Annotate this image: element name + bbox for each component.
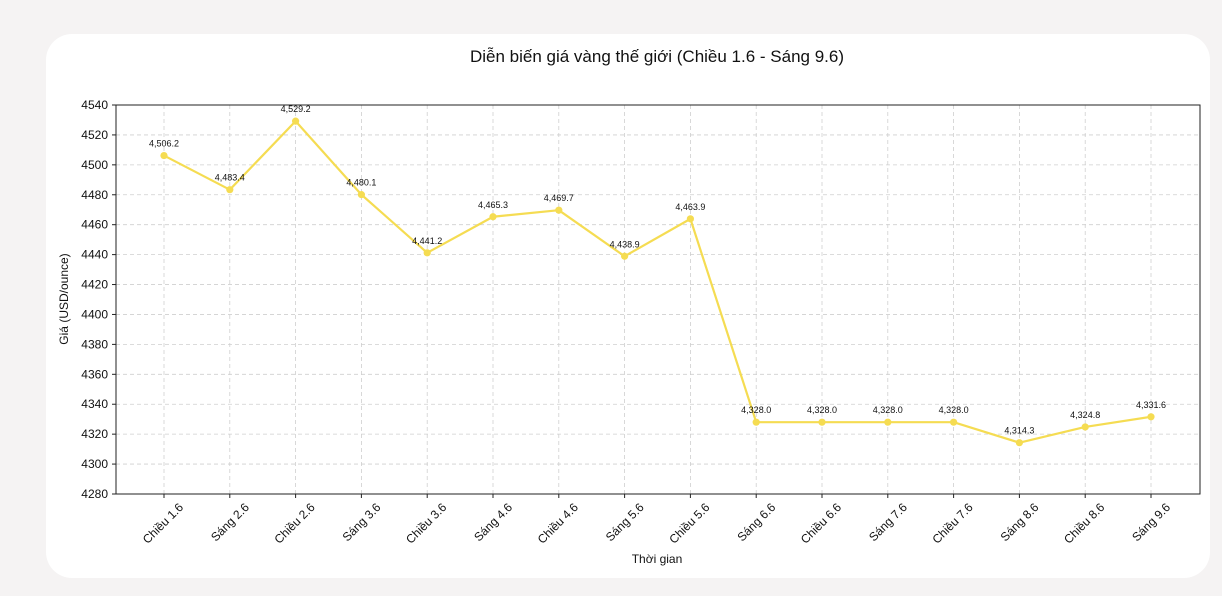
data-label: 4,441.2: [412, 236, 442, 246]
y-tick-label: 4320: [81, 427, 108, 441]
y-tick-label: 4540: [81, 98, 108, 112]
data-point: [686, 215, 695, 223]
x-axis-label: Thời gian: [632, 552, 683, 566]
y-axis-ticks: 4280 4300 4320 4340 4360 4380 4400 4420 4440 4460…: [81, 98, 116, 501]
data-label: 4,529.2: [281, 104, 311, 114]
data-label: 4,465.3: [478, 200, 508, 210]
x-tick-label: Sáng 2.6: [208, 500, 252, 544]
y-tick-label: 4520: [81, 128, 108, 142]
y-tick-label: 4420: [81, 278, 108, 292]
x-tick-label: Chiều 7.6: [929, 500, 975, 546]
data-label: 4,328.0: [741, 405, 771, 415]
data-labels: 4,506.2 4,483.4 4,529.2 4,480.1 4,441.2 4,465…: [149, 104, 1166, 436]
y-tick-label: 4500: [81, 158, 108, 172]
data-point: [950, 418, 958, 426]
x-tick-label: Chiều 4.6: [535, 500, 581, 546]
x-tick-label: Chiều 3.6: [403, 500, 449, 546]
data-label: 4,483.4: [215, 173, 245, 183]
x-tick-label: Sáng 4.6: [471, 500, 515, 544]
data-label: 4,469.7: [544, 193, 574, 203]
data-point: [226, 186, 234, 194]
data-label: 4,328.0: [807, 405, 837, 415]
data-point: [818, 418, 826, 426]
data-label: 4,331.6: [1136, 400, 1166, 410]
data-label: 4,328.0: [873, 405, 903, 415]
data-point: [1015, 439, 1024, 447]
data-point: [555, 206, 563, 214]
data-label: 4,324.8: [1070, 410, 1100, 420]
y-tick-label: 4280: [81, 487, 108, 501]
data-point: [1081, 423, 1089, 431]
data-point: [621, 252, 629, 260]
x-tick-label: Chiều 1.6: [140, 500, 186, 546]
grid: [116, 104, 1200, 495]
data-label: 4,463.9: [675, 202, 705, 212]
data-point: [292, 117, 300, 125]
data-label: 4,438.9: [610, 239, 640, 249]
data-point: [357, 191, 365, 199]
y-tick-label: 4440: [81, 248, 108, 262]
y-tick-label: 4300: [81, 457, 108, 471]
data-point: [884, 418, 892, 426]
data-point: [423, 249, 431, 257]
y-tick-label: 4400: [81, 307, 108, 321]
chart-card: [46, 34, 1210, 578]
x-tick-label: Sáng 8.6: [998, 500, 1042, 544]
y-tick-label: 4340: [81, 397, 108, 411]
x-tick-label: Chiều 6.6: [798, 500, 844, 546]
x-tick-label: Sáng 6.6: [734, 500, 778, 544]
x-tick-label: Chiều 2.6: [271, 500, 317, 546]
y-axis-label: Giá (USD/ounce): [57, 253, 71, 344]
y-tick-label: 4460: [81, 218, 108, 232]
data-point: [160, 151, 168, 160]
data-point: [752, 418, 760, 426]
series-line: [163, 120, 1152, 444]
x-tick-label: Chiều 5.6: [666, 500, 712, 546]
data-label: 4,314.3: [1004, 426, 1034, 436]
x-tick-label: Sáng 9.6: [1129, 500, 1173, 544]
data-point: [1147, 413, 1155, 421]
y-tick-label: 4380: [81, 337, 108, 351]
series-layer: [160, 117, 1155, 447]
x-axis-ticks: Chiều 1.6 Sáng 2.6 Chiều 2.6 Sáng 3.6 Chiều …: [140, 494, 1173, 546]
x-tick-label: Sáng 7.6: [866, 500, 910, 544]
data-point: [489, 213, 497, 221]
data-label: 4,480.1: [346, 178, 376, 188]
plot-frame: [115, 104, 1201, 495]
x-tick-label: Sáng 3.6: [340, 500, 384, 544]
data-label: 4,506.2: [149, 139, 179, 149]
y-tick-label: 4480: [81, 188, 108, 202]
y-tick-label: 4360: [81, 367, 108, 381]
x-tick-label: Sáng 5.6: [603, 500, 647, 544]
x-tick-label: Chiều 8.6: [1061, 500, 1107, 546]
chart-title: Diễn biến giá vàng thế giới (Chiều 1.6 -…: [470, 47, 844, 66]
data-label: 4,328.0: [939, 405, 969, 415]
